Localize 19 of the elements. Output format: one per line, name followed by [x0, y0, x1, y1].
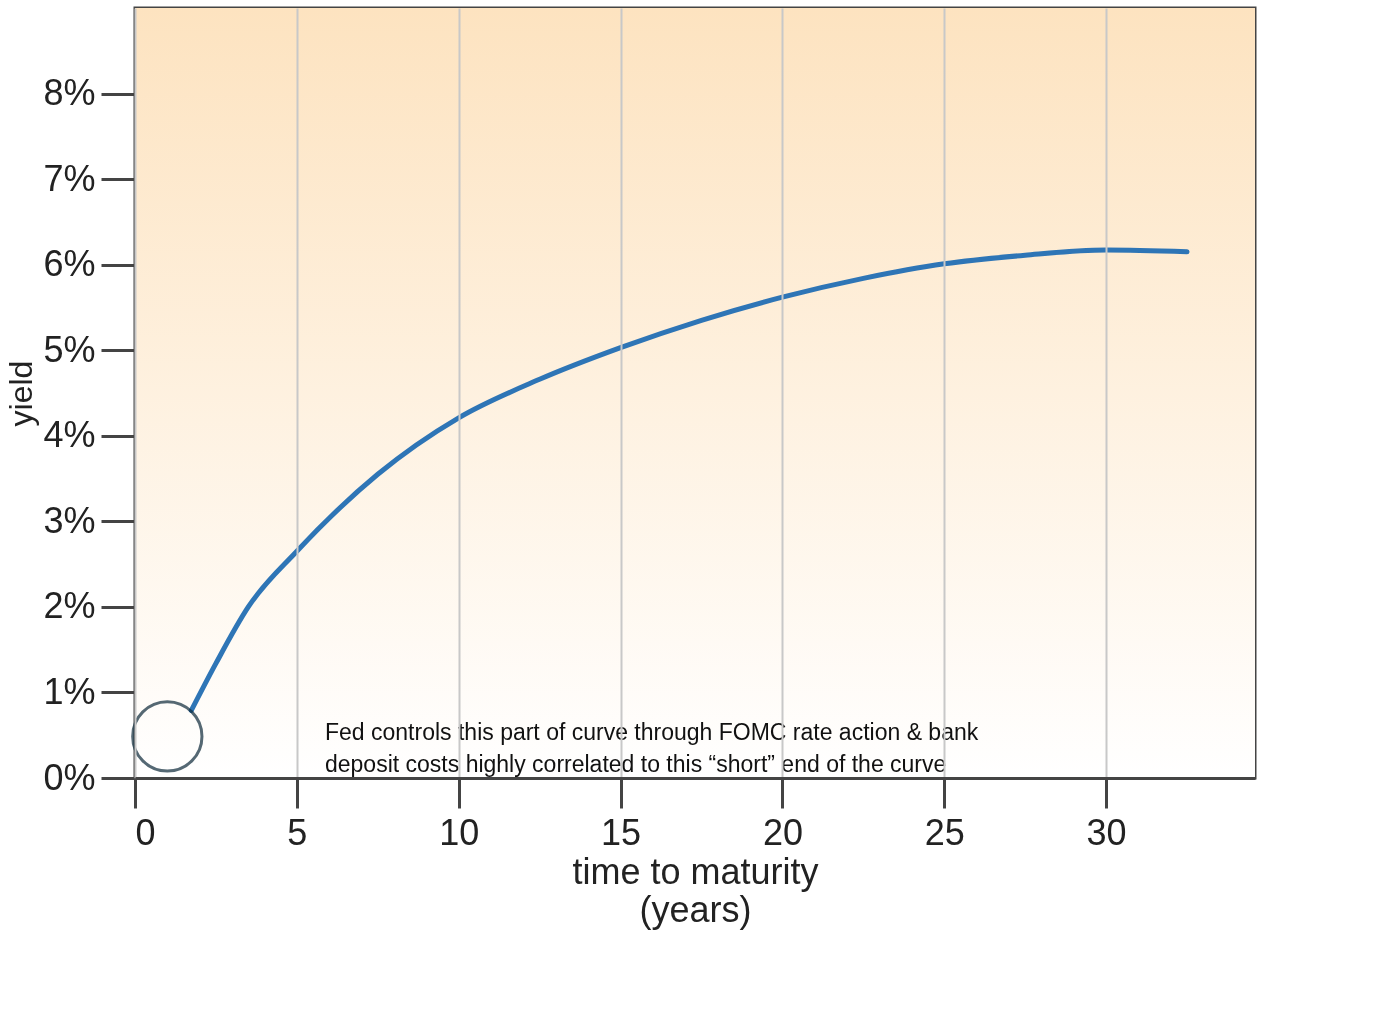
annotation: Fed controls this part of curve through FOMC rate action & bank deposit costs highly correlated to this “short” end of the curve: [325, 719, 979, 777]
x-axis-title: time to maturity (years): [572, 850, 819, 930]
x-tick-label: 25: [924, 811, 965, 853]
x-tick-label: 20: [762, 811, 803, 853]
x-tick-label: 0: [135, 811, 156, 853]
y-tick-label: 1%: [43, 670, 96, 712]
y-tick-label: 4%: [43, 414, 96, 456]
x-tick-label: 5: [287, 811, 308, 853]
y-tick-label: 8%: [43, 72, 96, 114]
x-tick-label: 30: [1086, 811, 1127, 853]
y-axis-title: yield: [3, 360, 40, 427]
y-tick-label: 0%: [43, 756, 96, 798]
y-tick-label: 3%: [43, 499, 96, 541]
x-tick-label: 15: [601, 811, 642, 853]
x-tick-label: 10: [439, 811, 480, 853]
y-tick-label: 6%: [43, 243, 96, 285]
y-tick-label: 7%: [43, 157, 96, 199]
y-tick-label: 2%: [43, 585, 96, 627]
y-tick-label: 5%: [43, 328, 96, 370]
